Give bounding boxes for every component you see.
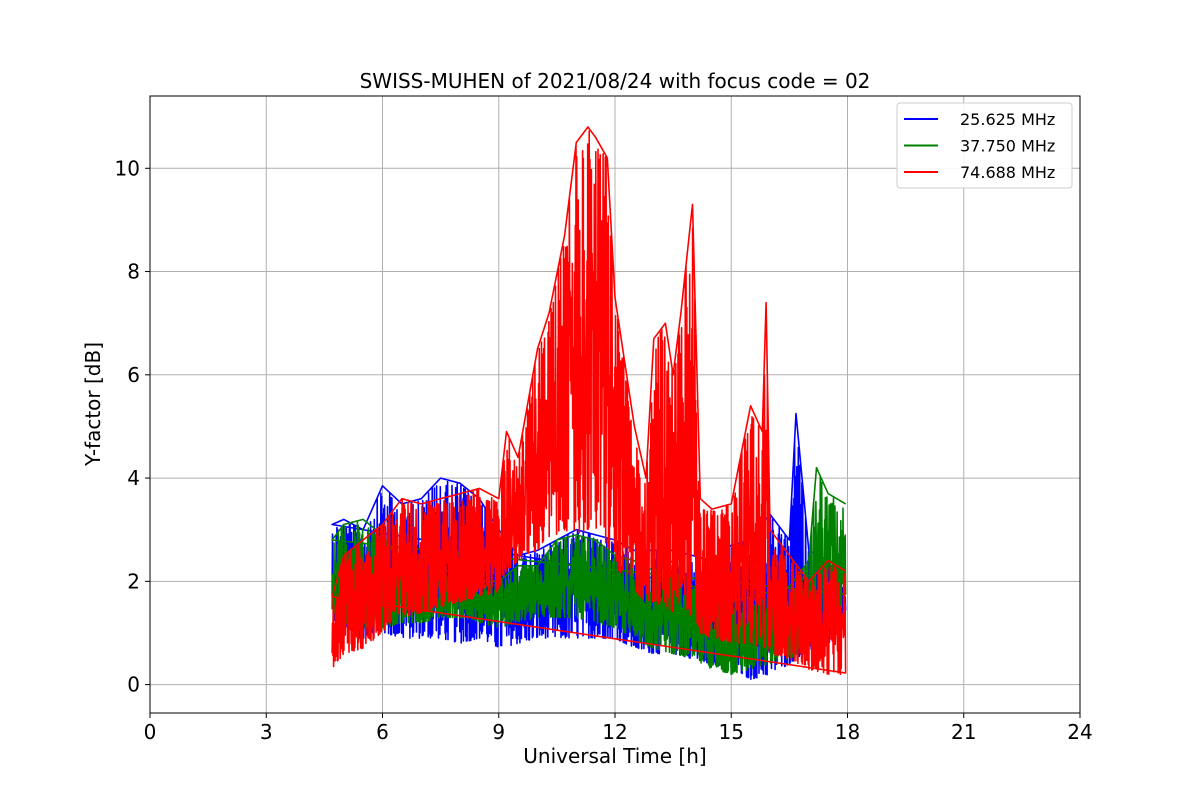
y-axis-label: Y-factor [dB] xyxy=(81,342,105,467)
y-tick-label: 6 xyxy=(127,363,140,387)
series-line-3 xyxy=(331,126,847,676)
x-tick-label: 24 xyxy=(1067,720,1092,744)
y-tick-label: 4 xyxy=(127,466,140,490)
legend-box xyxy=(896,102,1073,189)
legend-label: 74.688 MHz xyxy=(960,163,1055,182)
y-tick-label: 8 xyxy=(127,260,140,284)
x-tick-label: 18 xyxy=(835,720,860,744)
legend-label: 37.750 MHz xyxy=(960,137,1055,156)
x-tick-label: 6 xyxy=(376,720,389,744)
x-tick-label: 21 xyxy=(951,720,976,744)
y-ticks: 0 2 4 6 8 10 xyxy=(115,156,150,697)
legend-label: 25.625 MHz xyxy=(960,110,1055,129)
x-tick-label: 0 xyxy=(144,720,157,744)
x-ticks: 0 3 6 9 12 15 18 21 24 xyxy=(144,713,1093,744)
x-tick-label: 3 xyxy=(260,720,273,744)
chart-title: SWISS-MUHEN of 2021/08/24 with focus cod… xyxy=(360,69,871,93)
x-tick-label: 12 xyxy=(602,720,627,744)
x-tick-label: 9 xyxy=(492,720,505,744)
y-tick-label: 2 xyxy=(127,569,140,593)
series-layer xyxy=(331,126,847,681)
x-axis-label: Universal Time [h] xyxy=(523,744,706,768)
y-tick-label: 10 xyxy=(115,156,140,180)
x-tick-label: 15 xyxy=(719,720,744,744)
legend: 25.625 MHz 37.750 MHz 74.688 MHz xyxy=(896,102,1073,189)
y-tick-label: 0 xyxy=(127,673,140,697)
